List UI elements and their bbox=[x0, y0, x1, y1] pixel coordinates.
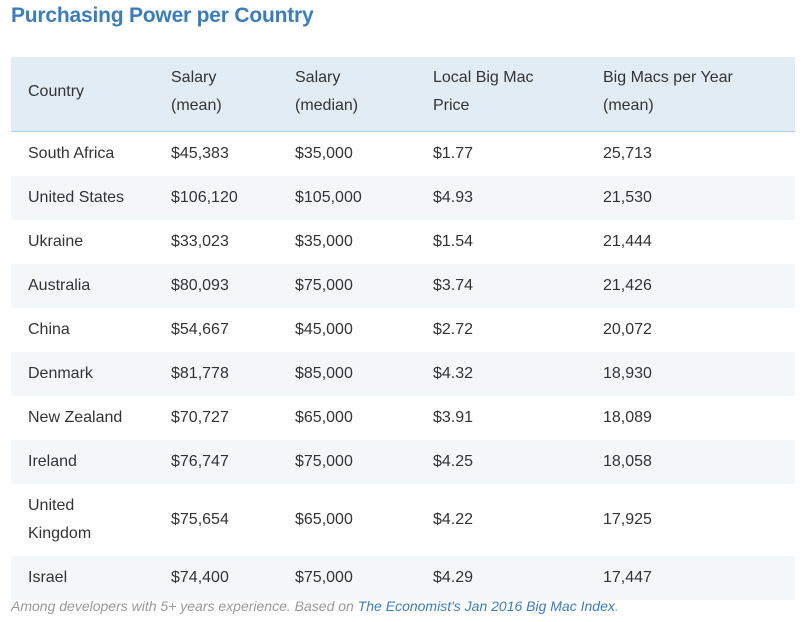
column-header-text: Big Macs per Year bbox=[603, 69, 733, 86]
table-row: Denmark $81,778 $85,000 $4.32 18,930 bbox=[11, 352, 795, 396]
table-caption: Among developers with 5+ years experienc… bbox=[11, 598, 619, 614]
table-row: South Africa $45,383 $35,000 $1.77 25,713 bbox=[11, 132, 795, 177]
table-cell: $106,120 bbox=[154, 176, 278, 220]
big-mac-index-link[interactable]: The Economist's Jan 2016 Big Mac Index bbox=[357, 598, 615, 614]
column-header: Salary (median) bbox=[278, 57, 416, 132]
table-cell: 17,925 bbox=[603, 511, 652, 528]
table-cell: $1.77 bbox=[433, 145, 474, 162]
column-header-text: Price bbox=[433, 97, 470, 114]
table-cell: $4.29 bbox=[416, 556, 586, 600]
table-row: Ireland $76,747 $75,000 $4.25 18,058 bbox=[11, 440, 795, 484]
table-cell: $4.93 bbox=[416, 176, 586, 220]
column-header-text: Local Big Mac bbox=[433, 69, 534, 86]
table-cell: $75,000 bbox=[278, 556, 416, 600]
table-cell: $3.91 bbox=[433, 409, 474, 426]
table-cell: $80,093 bbox=[154, 264, 278, 308]
table-cell: 18,089 bbox=[603, 409, 652, 426]
table-cell: $75,654 bbox=[171, 511, 229, 528]
column-header-text: (median) bbox=[295, 97, 359, 114]
table-row: New Zealand $70,727 $65,000 $3.91 18,089 bbox=[11, 396, 795, 440]
column-header-text: (mean) bbox=[171, 97, 222, 114]
caption-end: . bbox=[614, 598, 619, 614]
table-cell: Ireland bbox=[11, 440, 154, 484]
table-cell: $105,000 bbox=[278, 176, 416, 220]
table-cell: $74,400 bbox=[154, 556, 278, 600]
table-cell: New Zealand bbox=[28, 409, 123, 426]
caption-text: Among developers with 5+ years experienc… bbox=[11, 598, 358, 614]
table-cell: $85,000 bbox=[278, 352, 416, 396]
purchasing-power-table: Country Salary (mean) Salary (median) Local B… bbox=[11, 57, 795, 600]
column-header: Salary (mean) bbox=[154, 57, 278, 132]
column-header-text: Salary bbox=[171, 69, 217, 86]
table-row: United Kingdom $75,654 $65,000 $4.22 17,925 bbox=[11, 484, 795, 556]
table-cell: $33,023 bbox=[171, 233, 229, 250]
table-row: United States $106,120 $105,000 $4.93 21,530 bbox=[11, 176, 795, 220]
table-row: China $54,667 $45,000 $2.72 20,072 bbox=[11, 308, 795, 352]
table-cell: $4.25 bbox=[416, 440, 586, 484]
table-cell: United States bbox=[11, 176, 154, 220]
column-header-text: Country bbox=[28, 83, 85, 100]
table-cell: China bbox=[28, 321, 70, 338]
column-header-text: (mean) bbox=[603, 97, 654, 114]
table-cell: 17,447 bbox=[586, 556, 795, 600]
table-cell: $70,727 bbox=[171, 409, 229, 426]
table-cell: 18,058 bbox=[586, 440, 795, 484]
table-cell: 21,530 bbox=[586, 176, 795, 220]
table-cell: 25,713 bbox=[603, 145, 652, 162]
table-cell: Ukraine bbox=[28, 233, 84, 250]
table-cell: $65,000 bbox=[295, 409, 353, 426]
table-row: Ukraine $33,023 $35,000 $1.54 21,444 bbox=[11, 220, 795, 264]
table-cell: 18,930 bbox=[586, 352, 795, 396]
table-cell: $45,000 bbox=[295, 321, 353, 338]
table-row: Australia $80,093 $75,000 $3.74 21,426 bbox=[11, 264, 795, 308]
table-cell: United Kingdom bbox=[28, 497, 92, 542]
table-cell: Australia bbox=[11, 264, 154, 308]
table-cell: $3.74 bbox=[416, 264, 586, 308]
column-header: Country bbox=[11, 57, 154, 132]
table-cell: Israel bbox=[11, 556, 154, 600]
table-cell: $1.54 bbox=[433, 233, 474, 250]
table-cell: $45,383 bbox=[171, 145, 229, 162]
page-title: Purchasing Power per Country bbox=[11, 4, 314, 27]
table-cell: $81,778 bbox=[154, 352, 278, 396]
column-header: Local Big Mac Price bbox=[416, 57, 586, 132]
column-header: Big Macs per Year (mean) bbox=[586, 57, 795, 132]
table-cell: $4.22 bbox=[433, 511, 474, 528]
table-cell: $35,000 bbox=[295, 145, 353, 162]
table-cell: $35,000 bbox=[295, 233, 353, 250]
table-cell: $76,747 bbox=[154, 440, 278, 484]
table-cell: 20,072 bbox=[603, 321, 652, 338]
table-cell: $65,000 bbox=[295, 511, 353, 528]
table-cell: Denmark bbox=[11, 352, 154, 396]
table-cell: $4.32 bbox=[416, 352, 586, 396]
table-row: Israel $74,400 $75,000 $4.29 17,447 bbox=[11, 556, 795, 600]
table-cell: $2.72 bbox=[433, 321, 474, 338]
table-cell: $54,667 bbox=[171, 321, 229, 338]
table-cell: 21,444 bbox=[603, 233, 652, 250]
table-cell: 21,426 bbox=[586, 264, 795, 308]
table-cell: $75,000 bbox=[278, 440, 416, 484]
column-header-text: Salary bbox=[295, 69, 341, 86]
table-cell: $75,000 bbox=[278, 264, 416, 308]
table-header-row: Country Salary (mean) Salary (median) Local B… bbox=[11, 57, 795, 132]
table-cell: South Africa bbox=[28, 145, 115, 162]
